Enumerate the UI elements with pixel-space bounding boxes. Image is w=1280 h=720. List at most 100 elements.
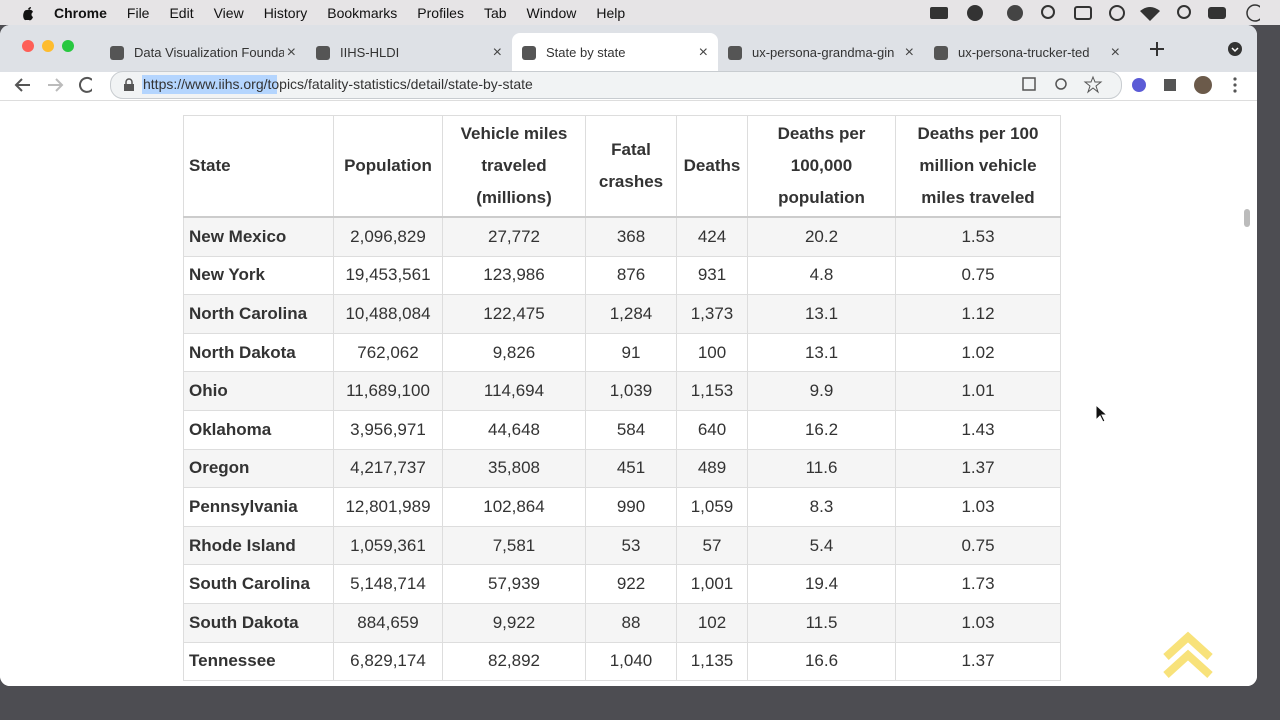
menu-item[interactable]: Help [596, 4, 626, 21]
table-cell: 5.4 [747, 525, 896, 566]
table-cell: 1.01 [895, 371, 1061, 411]
menu-item[interactable]: Edit [169, 4, 194, 21]
tab[interactable]: Data Visualization Founda × [100, 33, 306, 72]
window-controls[interactable] [18, 37, 98, 57]
table-cell: 451 [585, 448, 677, 489]
table-row: North Dakota 762,062 9,826 91 100 13.1 1.02 [183, 332, 1061, 373]
table-cell: 8.3 [747, 487, 896, 527]
table-cell: 1.37 [895, 641, 1061, 682]
tab-close[interactable]: × [492, 43, 502, 61]
table-cell: 9.9 [747, 371, 896, 411]
tab-close[interactable]: × [698, 43, 708, 61]
table-cell: 0.75 [895, 255, 1061, 296]
table-cell: 102,864 [442, 487, 586, 527]
tab[interactable]: State by state × [512, 33, 718, 72]
table-cell: 44,648 [442, 409, 586, 450]
table-cell: 1,040 [585, 641, 677, 682]
table-cell: 5,148,714 [333, 564, 443, 604]
extension-icons[interactable] [1128, 72, 1248, 98]
tab-title: ux-persona-trucker-ted [958, 45, 1090, 60]
table-cell: 1,135 [676, 641, 748, 682]
selection-highlight [142, 75, 277, 94]
column-header: State [183, 115, 334, 218]
app-menu[interactable]: Chrome [54, 4, 107, 21]
table-row: Oklahoma 3,956,971 44,648 584 640 16.2 1.43 [183, 409, 1061, 450]
scrollbar-thumb[interactable] [1244, 209, 1250, 227]
menu-item[interactable]: Tab [483, 4, 507, 21]
table-cell: 931 [676, 255, 748, 296]
state-name: New Mexico [183, 216, 334, 257]
table-cell: 12,801,989 [333, 487, 443, 527]
table-cell: 88 [585, 602, 677, 643]
omnibox-icons[interactable] [1021, 75, 1111, 95]
table-cell: 1,001 [676, 564, 748, 604]
table-cell: 1.73 [895, 564, 1061, 604]
table-row: Rhode Island 1,059,361 7,581 53 57 5.4 0.75 [183, 525, 1061, 566]
tab-close[interactable]: × [1110, 43, 1120, 61]
tab-close[interactable]: × [904, 43, 914, 61]
table-cell: 0.75 [895, 525, 1061, 566]
table-cell: 91 [585, 332, 677, 373]
table-cell: 19.4 [747, 564, 896, 604]
table-body: New Mexico 2,096,829 27,772 368 424 20.2 1.53 N… [183, 216, 1061, 682]
state-name: Oklahoma [183, 409, 334, 450]
table-cell: 19,453,561 [333, 255, 443, 296]
table-cell: 11.5 [747, 602, 896, 643]
address-bar[interactable]: https://www.iihs.org/topics/fatality-sta… [110, 71, 1122, 99]
table-cell: 584 [585, 409, 677, 450]
table-row: South Carolina 5,148,714 57,939 922 1,001 19.… [183, 564, 1061, 604]
table-cell: 11,689,100 [333, 371, 443, 411]
table-cell: 884,659 [333, 602, 443, 643]
column-header: Deaths per 100 million vehicle miles tra… [895, 115, 1061, 218]
state-name: South Dakota [183, 602, 334, 643]
table-cell: 20.2 [747, 216, 896, 257]
nav-buttons[interactable] [12, 72, 92, 98]
menu-item[interactable]: Bookmarks [327, 4, 398, 21]
table-cell: 424 [676, 216, 748, 257]
table-cell: 114,694 [442, 371, 586, 411]
table-cell: 1,153 [676, 371, 748, 411]
table-cell: 27,772 [442, 216, 586, 257]
apple-icon[interactable] [20, 4, 36, 22]
table-cell: 3,956,971 [333, 409, 443, 450]
tab-search[interactable] [1226, 40, 1246, 60]
table-row: New York 19,453,561 123,986 876 931 4.8 0.75 [183, 255, 1061, 296]
tab-icon [110, 45, 124, 60]
tab[interactable]: ux-persona-grandma-gin × [718, 33, 924, 72]
tab[interactable]: ux-persona-trucker-ted × [924, 33, 1130, 72]
menu-item[interactable]: Window [526, 4, 577, 21]
state-name: Rhode Island [183, 525, 334, 566]
table-cell: 1.43 [895, 409, 1061, 450]
table-cell: 13.1 [747, 332, 896, 373]
tab-close[interactable]: × [286, 43, 296, 61]
table-cell: 1.12 [895, 294, 1061, 334]
table-cell: 762,062 [333, 332, 443, 373]
table-row: New Mexico 2,096,829 27,772 368 424 20.2 1.53 [183, 216, 1061, 257]
table-cell: 53 [585, 525, 677, 566]
scroll-top-button[interactable] [1160, 631, 1216, 686]
column-header: Vehicle miles traveled (millions) [442, 115, 586, 218]
url-text[interactable]: https://www.iihs.org/topics/fatality-sta… [143, 76, 533, 92]
table-cell: 100 [676, 332, 748, 373]
table-row: Pennsylvania 12,801,989 102,864 990 1,059 8.3… [183, 487, 1061, 527]
column-header: Deaths per 100,000 population [747, 115, 896, 218]
tab-title: IIHS-HLDI [340, 45, 400, 60]
menu-item[interactable]: History [263, 4, 308, 21]
menu-item[interactable]: View [213, 4, 244, 21]
column-header: Deaths [676, 115, 748, 218]
table-cell: 1.53 [895, 216, 1061, 257]
state-name: Tennessee [183, 641, 334, 682]
tab-strip: Data Visualization Founda × IIHS-HLDI × Stat… [0, 25, 1257, 72]
tab[interactable]: IIHS-HLDI × [306, 33, 512, 72]
table-cell: 11.6 [747, 448, 896, 489]
table-cell: 16.6 [747, 641, 896, 682]
menu-item[interactable]: File [126, 4, 150, 21]
mouse-cursor [1095, 404, 1109, 423]
new-tab-button[interactable] [1147, 39, 1167, 59]
data-table: State Population Vehicle miles traveled (m… [183, 115, 1061, 682]
table-cell: 922 [585, 564, 677, 604]
table-cell: 640 [676, 409, 748, 450]
menu-item[interactable]: Profiles [417, 4, 464, 21]
